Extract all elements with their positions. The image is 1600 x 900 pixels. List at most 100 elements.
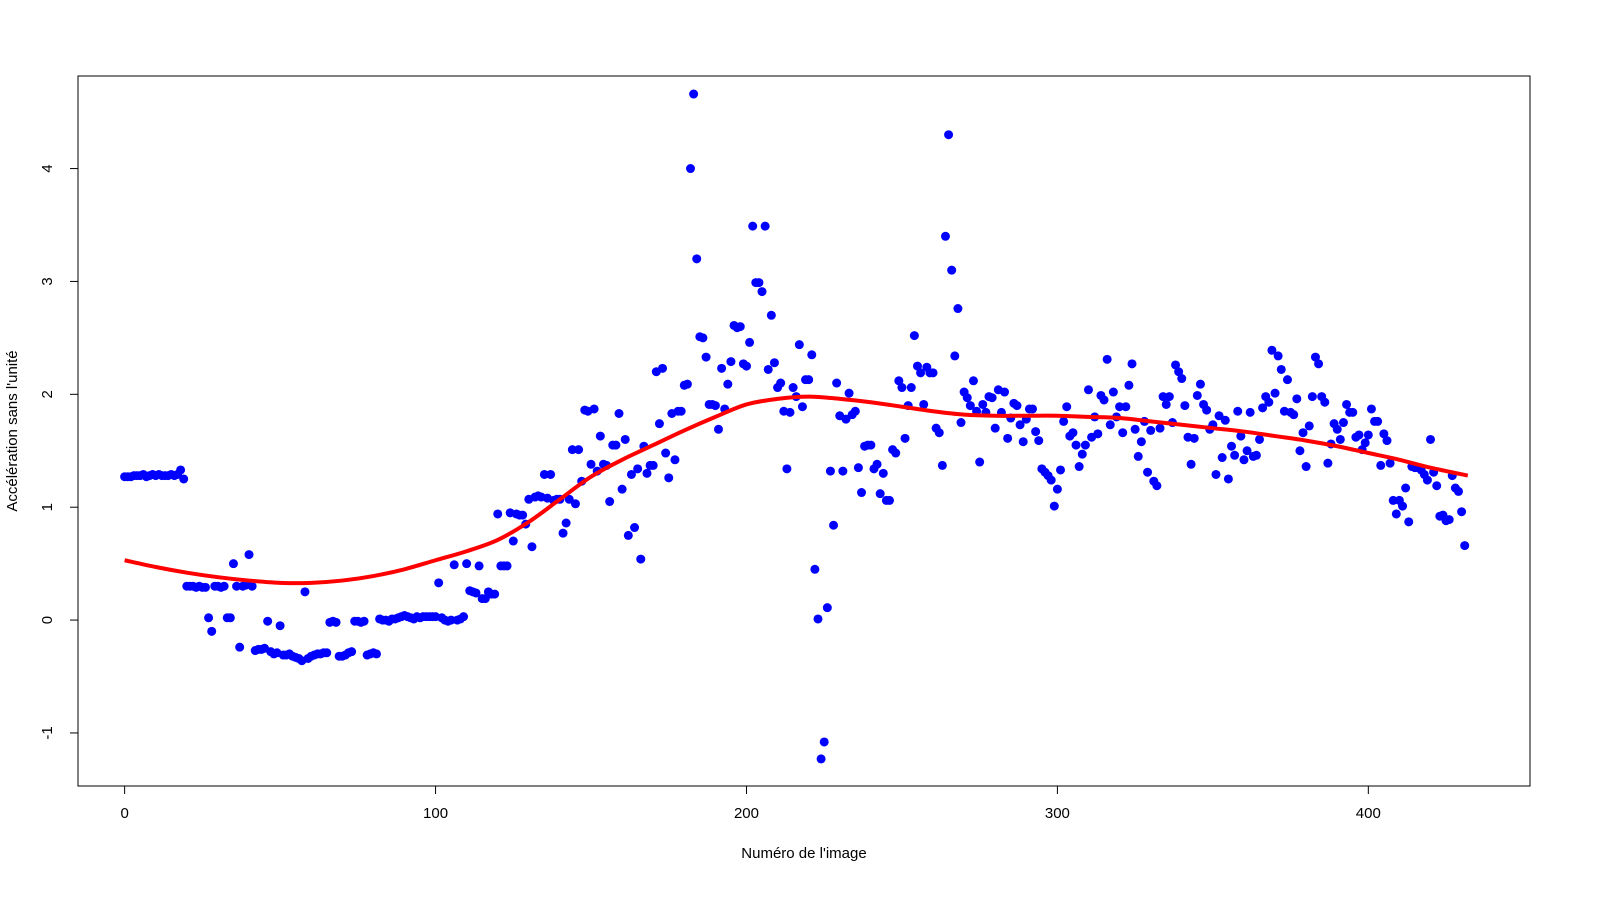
data-point bbox=[897, 383, 907, 393]
data-point bbox=[804, 375, 814, 385]
data-point bbox=[518, 510, 528, 520]
data-point bbox=[1338, 418, 1348, 428]
data-point bbox=[642, 468, 652, 478]
data-point bbox=[857, 488, 867, 498]
data-point bbox=[1105, 420, 1115, 430]
data-point bbox=[322, 648, 332, 658]
data-point bbox=[1432, 481, 1442, 491]
data-point bbox=[745, 337, 755, 347]
data-point bbox=[654, 419, 664, 429]
data-point bbox=[944, 130, 954, 140]
data-point bbox=[1056, 465, 1066, 475]
data-point bbox=[1180, 401, 1190, 411]
data-point bbox=[1227, 441, 1237, 451]
data-point bbox=[1426, 434, 1436, 444]
data-point bbox=[1192, 390, 1202, 400]
data-point bbox=[1335, 434, 1345, 444]
data-point bbox=[1108, 387, 1118, 397]
data-point bbox=[701, 352, 711, 362]
data-point bbox=[1099, 395, 1109, 405]
data-point bbox=[766, 310, 776, 320]
data-point bbox=[1127, 359, 1137, 369]
data-point bbox=[1152, 481, 1162, 491]
data-point bbox=[900, 433, 910, 443]
data-point bbox=[807, 350, 817, 360]
data-point bbox=[300, 587, 310, 597]
data-point bbox=[623, 530, 633, 540]
data-point bbox=[605, 497, 615, 507]
data-point bbox=[1254, 434, 1264, 444]
data-point bbox=[493, 509, 503, 519]
data-point bbox=[676, 406, 686, 416]
data-point bbox=[866, 440, 876, 450]
data-point bbox=[829, 520, 839, 530]
data-point bbox=[937, 460, 947, 470]
data-point bbox=[1077, 449, 1087, 459]
y-axis-title: Accélération sans l'unité bbox=[4, 350, 21, 511]
data-point bbox=[1080, 440, 1090, 450]
data-point bbox=[816, 754, 826, 764]
data-point bbox=[1273, 351, 1283, 361]
data-point bbox=[1136, 437, 1146, 447]
data-point bbox=[558, 528, 568, 538]
data-point bbox=[670, 455, 680, 465]
data-point bbox=[1031, 427, 1041, 437]
data-point bbox=[760, 221, 770, 231]
data-point bbox=[1071, 440, 1081, 450]
data-point bbox=[909, 331, 919, 341]
data-point bbox=[1251, 450, 1261, 460]
data-point bbox=[564, 494, 574, 504]
data-point bbox=[928, 368, 938, 378]
data-point bbox=[595, 431, 605, 441]
data-point bbox=[1373, 416, 1383, 426]
data-point bbox=[1295, 446, 1305, 456]
data-point bbox=[987, 393, 997, 403]
data-point bbox=[459, 612, 469, 622]
data-point bbox=[978, 399, 988, 409]
data-point bbox=[682, 379, 692, 389]
data-point bbox=[692, 254, 702, 264]
data-point bbox=[1121, 402, 1131, 412]
y-tick-label: 1 bbox=[39, 503, 56, 511]
data-point bbox=[825, 466, 835, 476]
data-point bbox=[891, 448, 901, 458]
data-point bbox=[1366, 404, 1376, 414]
data-point bbox=[698, 333, 708, 343]
data-point bbox=[794, 340, 804, 350]
x-tick-label: 100 bbox=[423, 805, 448, 822]
data-point bbox=[626, 469, 636, 479]
data-point bbox=[620, 434, 630, 444]
data-point bbox=[1003, 433, 1013, 443]
data-point bbox=[204, 613, 214, 623]
data-point bbox=[1388, 495, 1398, 505]
data-point bbox=[1304, 421, 1314, 431]
data-point bbox=[838, 466, 848, 476]
data-point bbox=[1360, 438, 1370, 448]
y-axis: -1 0 1 2 3 4 bbox=[39, 164, 79, 740]
data-point bbox=[785, 407, 795, 417]
data-point bbox=[1195, 379, 1205, 389]
data-point bbox=[546, 469, 556, 479]
data-point bbox=[686, 164, 696, 174]
data-point bbox=[723, 379, 733, 389]
data-point bbox=[1301, 462, 1311, 472]
data-point bbox=[1034, 436, 1044, 446]
data-point bbox=[1223, 474, 1233, 484]
data-point bbox=[664, 473, 674, 483]
data-points bbox=[120, 89, 1470, 764]
data-point bbox=[853, 463, 863, 473]
data-point bbox=[247, 581, 257, 591]
data-point bbox=[1379, 429, 1389, 439]
data-point bbox=[735, 322, 745, 332]
data-point bbox=[1354, 430, 1364, 440]
data-point bbox=[1012, 401, 1022, 411]
data-point bbox=[1323, 458, 1333, 468]
data-point bbox=[1310, 352, 1320, 362]
data-point bbox=[875, 489, 885, 499]
data-point bbox=[832, 378, 842, 388]
data-point bbox=[508, 536, 518, 546]
data-point bbox=[1444, 515, 1454, 525]
data-point bbox=[950, 351, 960, 361]
data-point bbox=[1074, 462, 1084, 472]
data-point bbox=[1130, 424, 1140, 434]
